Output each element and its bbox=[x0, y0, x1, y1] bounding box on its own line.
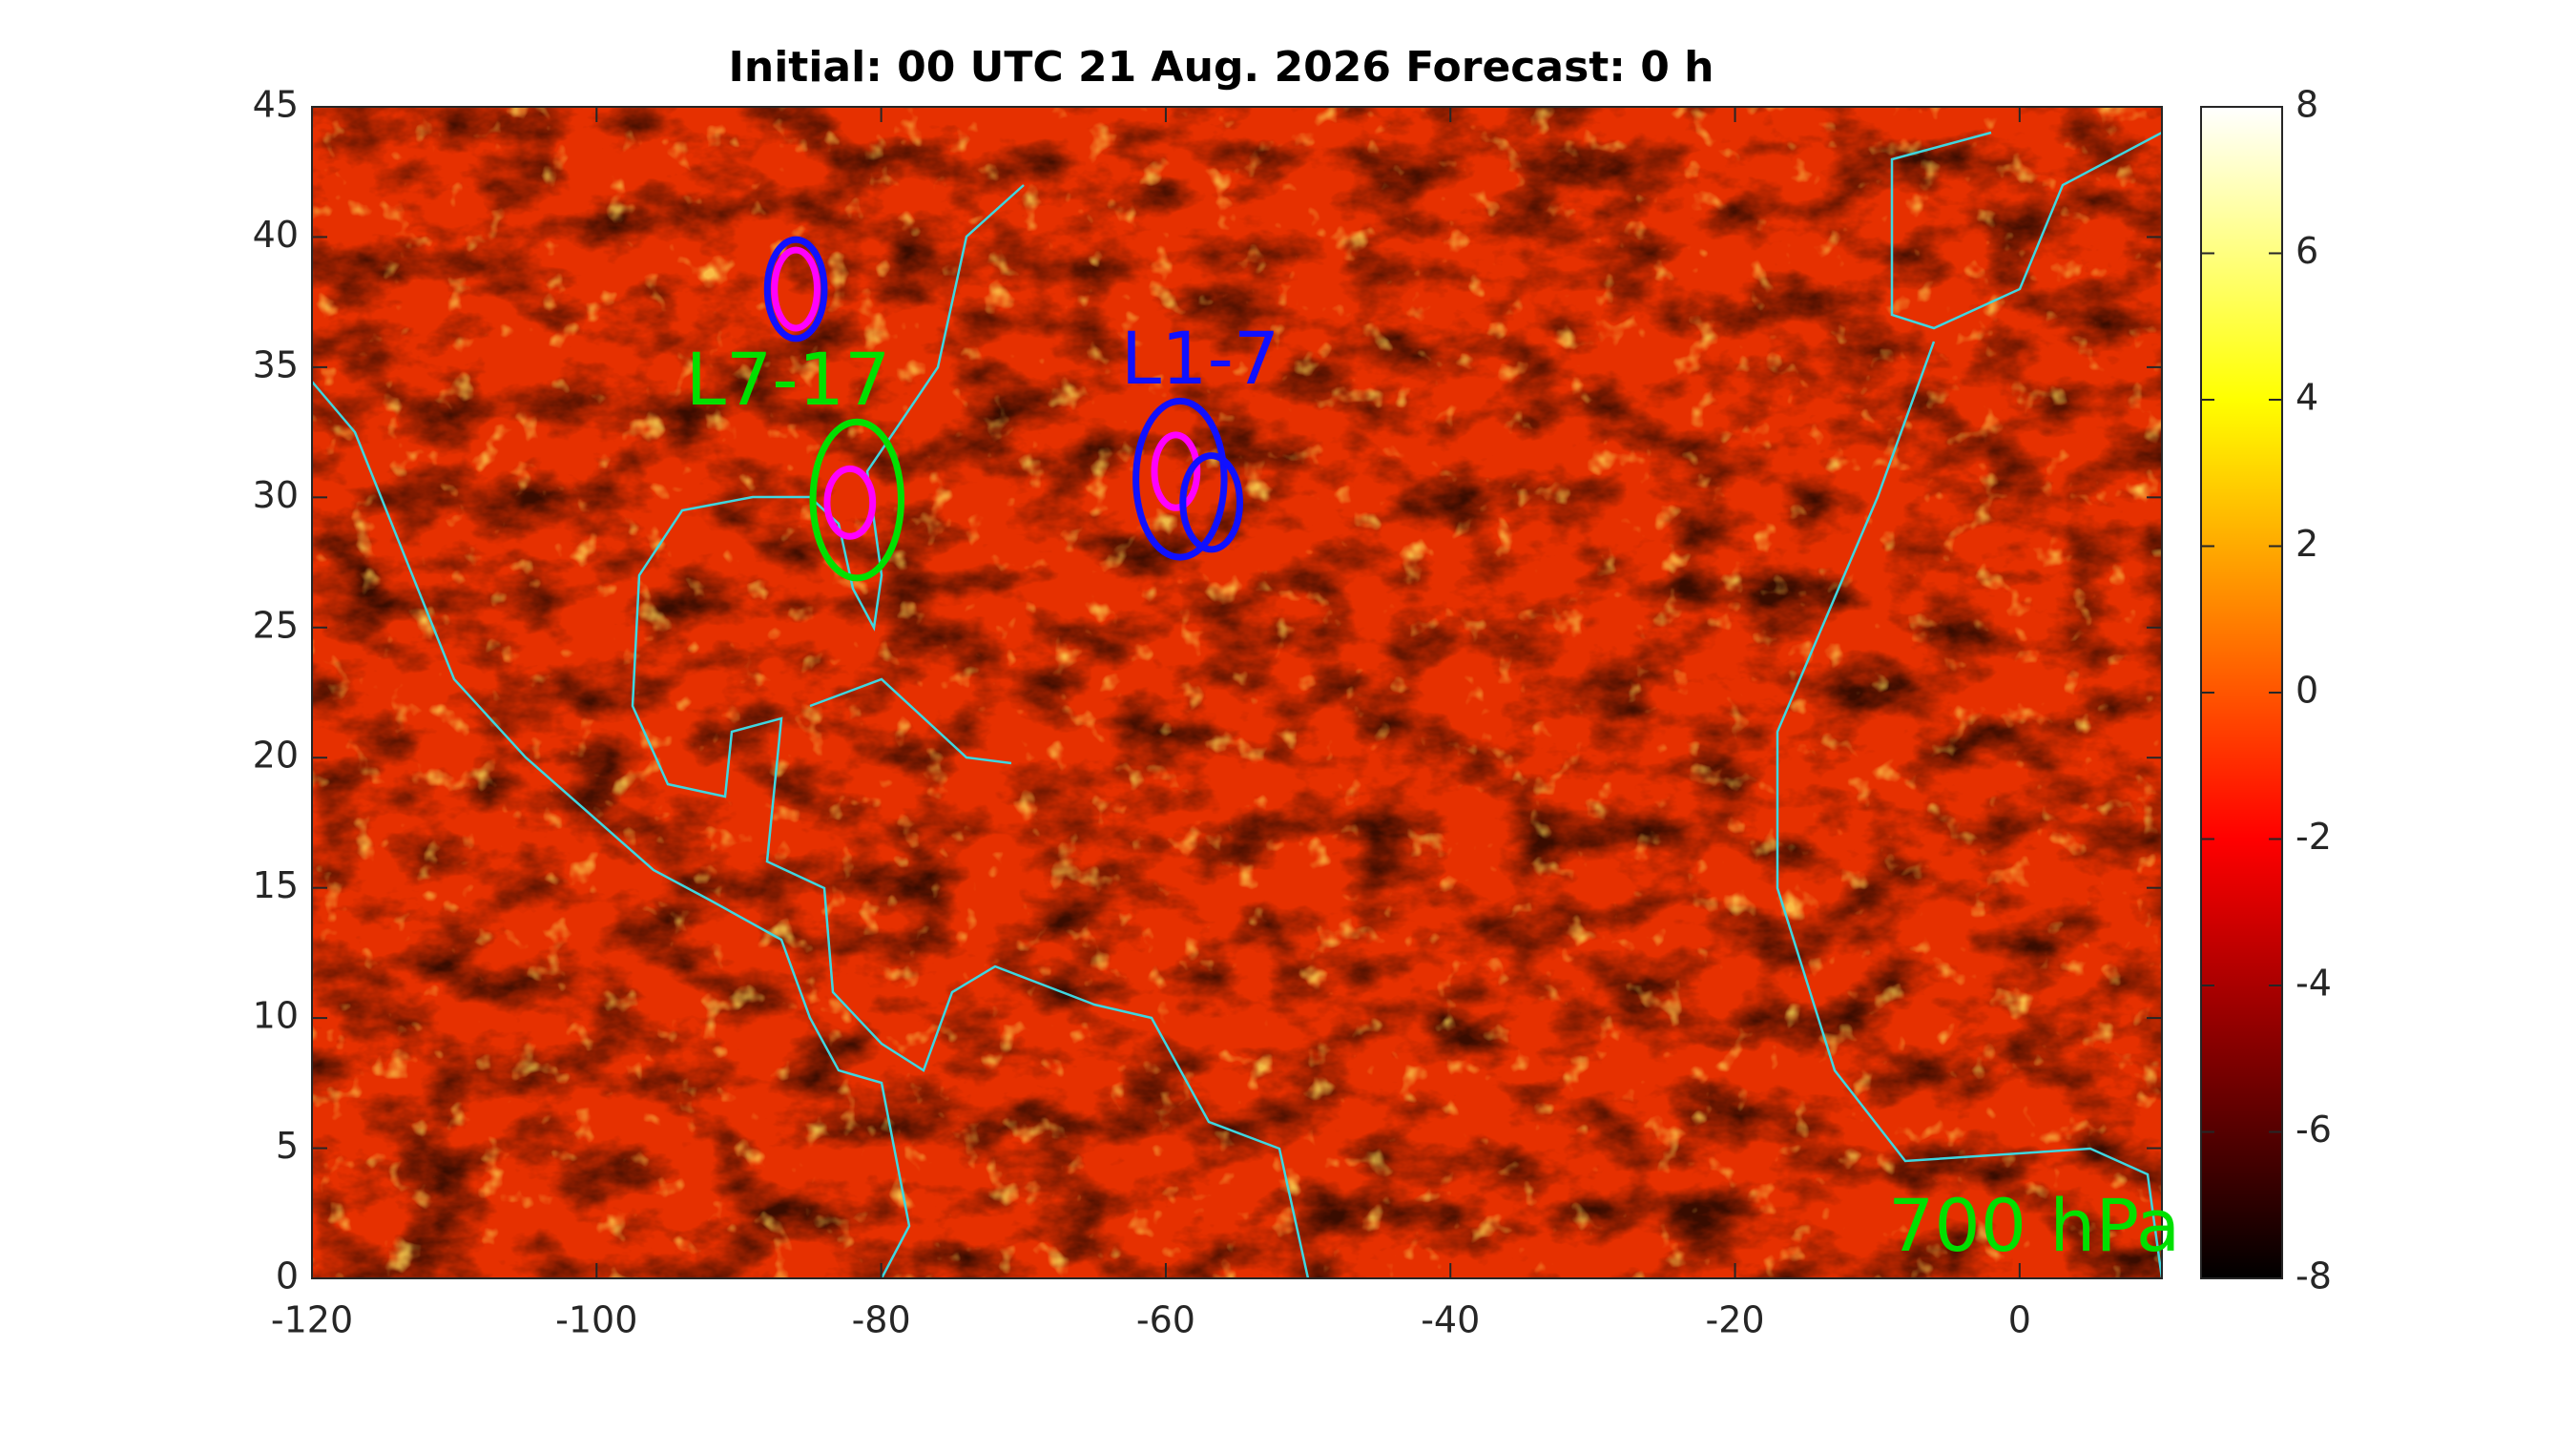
feature-ellipse bbox=[771, 246, 821, 332]
plot-frame bbox=[311, 106, 2163, 1279]
colorbar-tick-label: 2 bbox=[2296, 523, 2318, 565]
y-tick-label: 20 bbox=[253, 735, 299, 777]
coastline bbox=[631, 184, 1310, 1278]
y-tick-label: 25 bbox=[253, 604, 299, 646]
feature-ellipse bbox=[1179, 452, 1243, 553]
x-tick-label: -60 bbox=[1136, 1299, 1195, 1341]
y-tick-label: 5 bbox=[276, 1125, 299, 1167]
field-highlights bbox=[312, 107, 2162, 1278]
colorbar-tick-label: 8 bbox=[2296, 84, 2318, 126]
feature-ellipse bbox=[823, 465, 877, 540]
colorbar bbox=[2200, 106, 2283, 1279]
annotation: 700 hPa bbox=[1888, 1183, 2180, 1268]
colorbar-tick-label: -4 bbox=[2296, 963, 2332, 1005]
feature-ellipse bbox=[809, 418, 904, 582]
chart-title: Initial: 00 UTC 21 Aug. 2026 Forecast: 0… bbox=[729, 43, 1714, 92]
x-tick-label: -40 bbox=[1421, 1299, 1480, 1341]
y-tick-label: 35 bbox=[253, 343, 299, 385]
x-tick-label: -20 bbox=[1705, 1299, 1764, 1341]
y-tick-label: 10 bbox=[253, 995, 299, 1037]
coastline bbox=[809, 677, 1012, 765]
y-tick-label: 40 bbox=[253, 214, 299, 256]
ellipse-layer bbox=[763, 236, 1243, 582]
x-tick-label: -100 bbox=[555, 1299, 637, 1341]
colorbar-tick-label: -2 bbox=[2296, 816, 2332, 858]
y-tick-label: 30 bbox=[253, 474, 299, 516]
x-tick-label: -120 bbox=[271, 1299, 353, 1341]
heatmap-field bbox=[312, 107, 2162, 1278]
annotation: L7-17 bbox=[686, 337, 891, 422]
feature-ellipse bbox=[1132, 397, 1228, 561]
y-tick-label: 0 bbox=[276, 1255, 299, 1297]
colorbar-tick-label: -8 bbox=[2296, 1255, 2332, 1297]
colorbar-tick-label: 6 bbox=[2296, 230, 2318, 272]
coastline bbox=[1776, 341, 2162, 1278]
coastlines bbox=[312, 131, 2162, 1278]
x-tick-label: -80 bbox=[852, 1299, 911, 1341]
annotation: L1-7 bbox=[1121, 316, 1279, 401]
feature-ellipse bbox=[763, 236, 828, 342]
colorbar-tick-label: -6 bbox=[2296, 1109, 2332, 1151]
y-tick-label: 15 bbox=[253, 864, 299, 906]
colorbar-tick-label: 4 bbox=[2296, 377, 2318, 419]
feature-ellipse bbox=[1151, 431, 1201, 511]
coastline bbox=[312, 381, 911, 1278]
colorbar-tick-label: 0 bbox=[2296, 670, 2318, 712]
coastline bbox=[1890, 131, 2162, 330]
x-tick-label: 0 bbox=[2008, 1299, 2031, 1341]
y-tick-label: 45 bbox=[253, 84, 299, 126]
